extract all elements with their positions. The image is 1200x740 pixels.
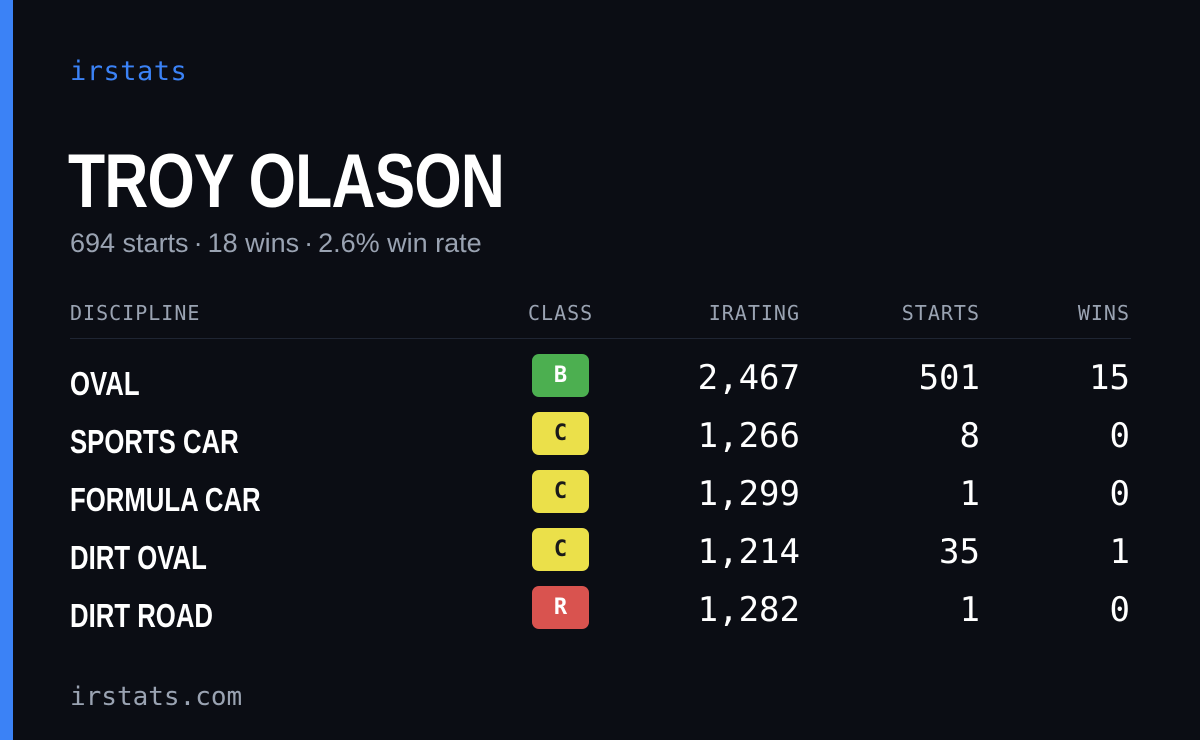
class-badge: C [532,412,589,455]
starts-value: 1 [959,474,980,514]
table-row: SPORTS CAR C 1,266 8 0 [70,410,1131,468]
player-name: TROY OLASON [68,139,505,224]
footer-url: irstats.com [70,682,243,712]
table-row: DIRT OVAL C 1,214 35 1 [70,526,1131,584]
table-row: DIRT ROAD R 1,282 1 0 [70,584,1131,642]
summary-wins: 18 wins [207,228,300,258]
summary-starts: 694 starts [70,228,189,258]
wins-value: 0 [1109,416,1130,456]
starts-value: 501 [918,358,980,398]
summary-separator: · [193,228,203,258]
discipline-table: OVAL B 2,467 501 15 SPORTS CAR C 1,266 8… [70,352,1131,642]
table-row: FORMULA CAR C 1,299 1 0 [70,468,1131,526]
irating-value: 1,282 [697,590,800,630]
irating-value: 1,214 [697,532,800,572]
irating-value: 2,467 [697,358,800,398]
summary-separator: · [304,228,314,258]
discipline-name: SPORTS CAR [70,423,239,460]
discipline-name: FORMULA CAR [70,481,261,518]
discipline-name: DIRT OVAL [70,539,207,576]
accent-bar [0,0,13,740]
player-summary: 694 starts · 18 wins · 2.6% win rate [70,228,482,259]
class-badge: R [532,586,589,629]
wins-value: 15 [1089,358,1130,398]
wins-value: 0 [1109,590,1130,630]
class-badge: C [532,470,589,513]
wins-value: 0 [1109,474,1130,514]
brand-logo: irstats [70,56,188,87]
header-irating: IRATING [708,301,800,325]
table-header: DISCIPLINE CLASS IRATING STARTS WINS [70,298,1131,339]
discipline-name: DIRT ROAD [70,597,213,634]
irating-value: 1,266 [697,416,800,456]
discipline-name: OVAL [70,365,140,402]
starts-value: 35 [939,532,980,572]
summary-win-rate: 2.6% win rate [318,228,482,258]
header-class: CLASS [528,301,594,325]
table-row: OVAL B 2,467 501 15 [70,352,1131,410]
class-badge: B [532,354,589,397]
header-starts: STARTS [901,301,980,325]
wins-value: 1 [1109,532,1130,572]
class-badge: C [532,528,589,571]
header-discipline: DISCIPLINE [70,301,201,325]
starts-value: 1 [959,590,980,630]
starts-value: 8 [959,416,980,456]
irating-value: 1,299 [697,474,800,514]
header-wins: WINS [1077,301,1130,325]
